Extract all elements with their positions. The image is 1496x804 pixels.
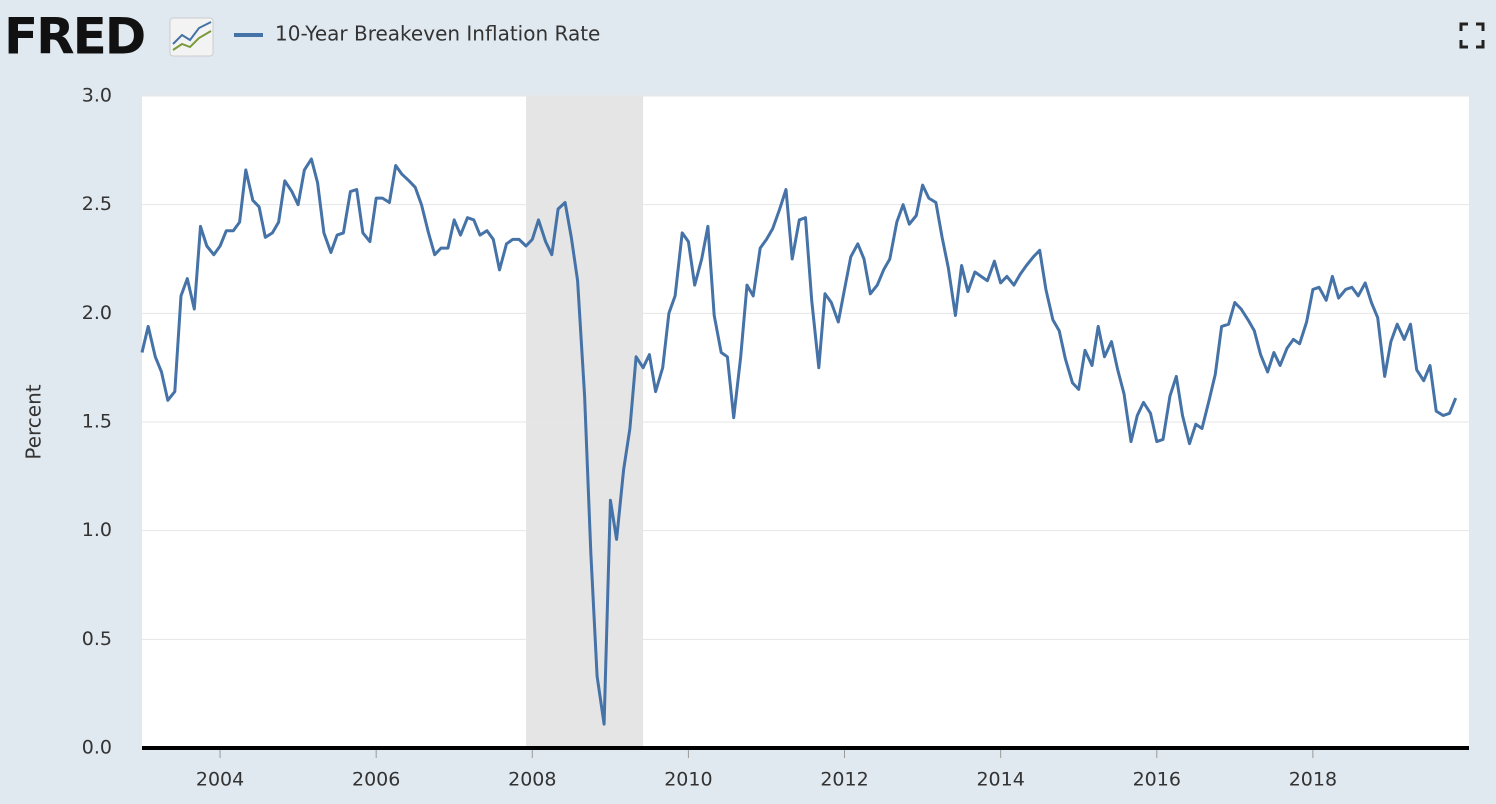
x-tick-label: 2012 [820,769,868,791]
x-tick-label: 2010 [664,769,712,791]
logo-text: FRED [4,8,144,66]
fullscreen-button[interactable] [1459,22,1485,49]
series-line [140,157,1458,726]
fred-logo: FRED [4,8,214,66]
logo-icon-line [172,21,212,45]
x-tick-label: 2006 [352,769,400,791]
x-tick-label: 2016 [1133,769,1181,791]
x-tick-label: 2008 [508,769,556,791]
y-tick-label: 0.5 [82,628,112,650]
legend-label: 10-Year Breakeven Inflation Rate [275,22,600,46]
x-tick-label: 2014 [976,769,1024,791]
y-tick-label: 0.0 [82,737,112,759]
y-tick-label: 3.0 [82,85,112,107]
x-tick-label: 2004 [196,769,244,791]
y-axis-label: Percent [22,384,46,459]
y-tick-label: 1.5 [82,411,112,433]
x-tick-label: 2018 [1289,769,1337,791]
logo-icon-line [172,30,212,51]
y-tick-label: 1.0 [82,519,112,541]
y-tick-label: 2.0 [82,302,112,324]
y-tick-label: 2.5 [82,193,112,215]
